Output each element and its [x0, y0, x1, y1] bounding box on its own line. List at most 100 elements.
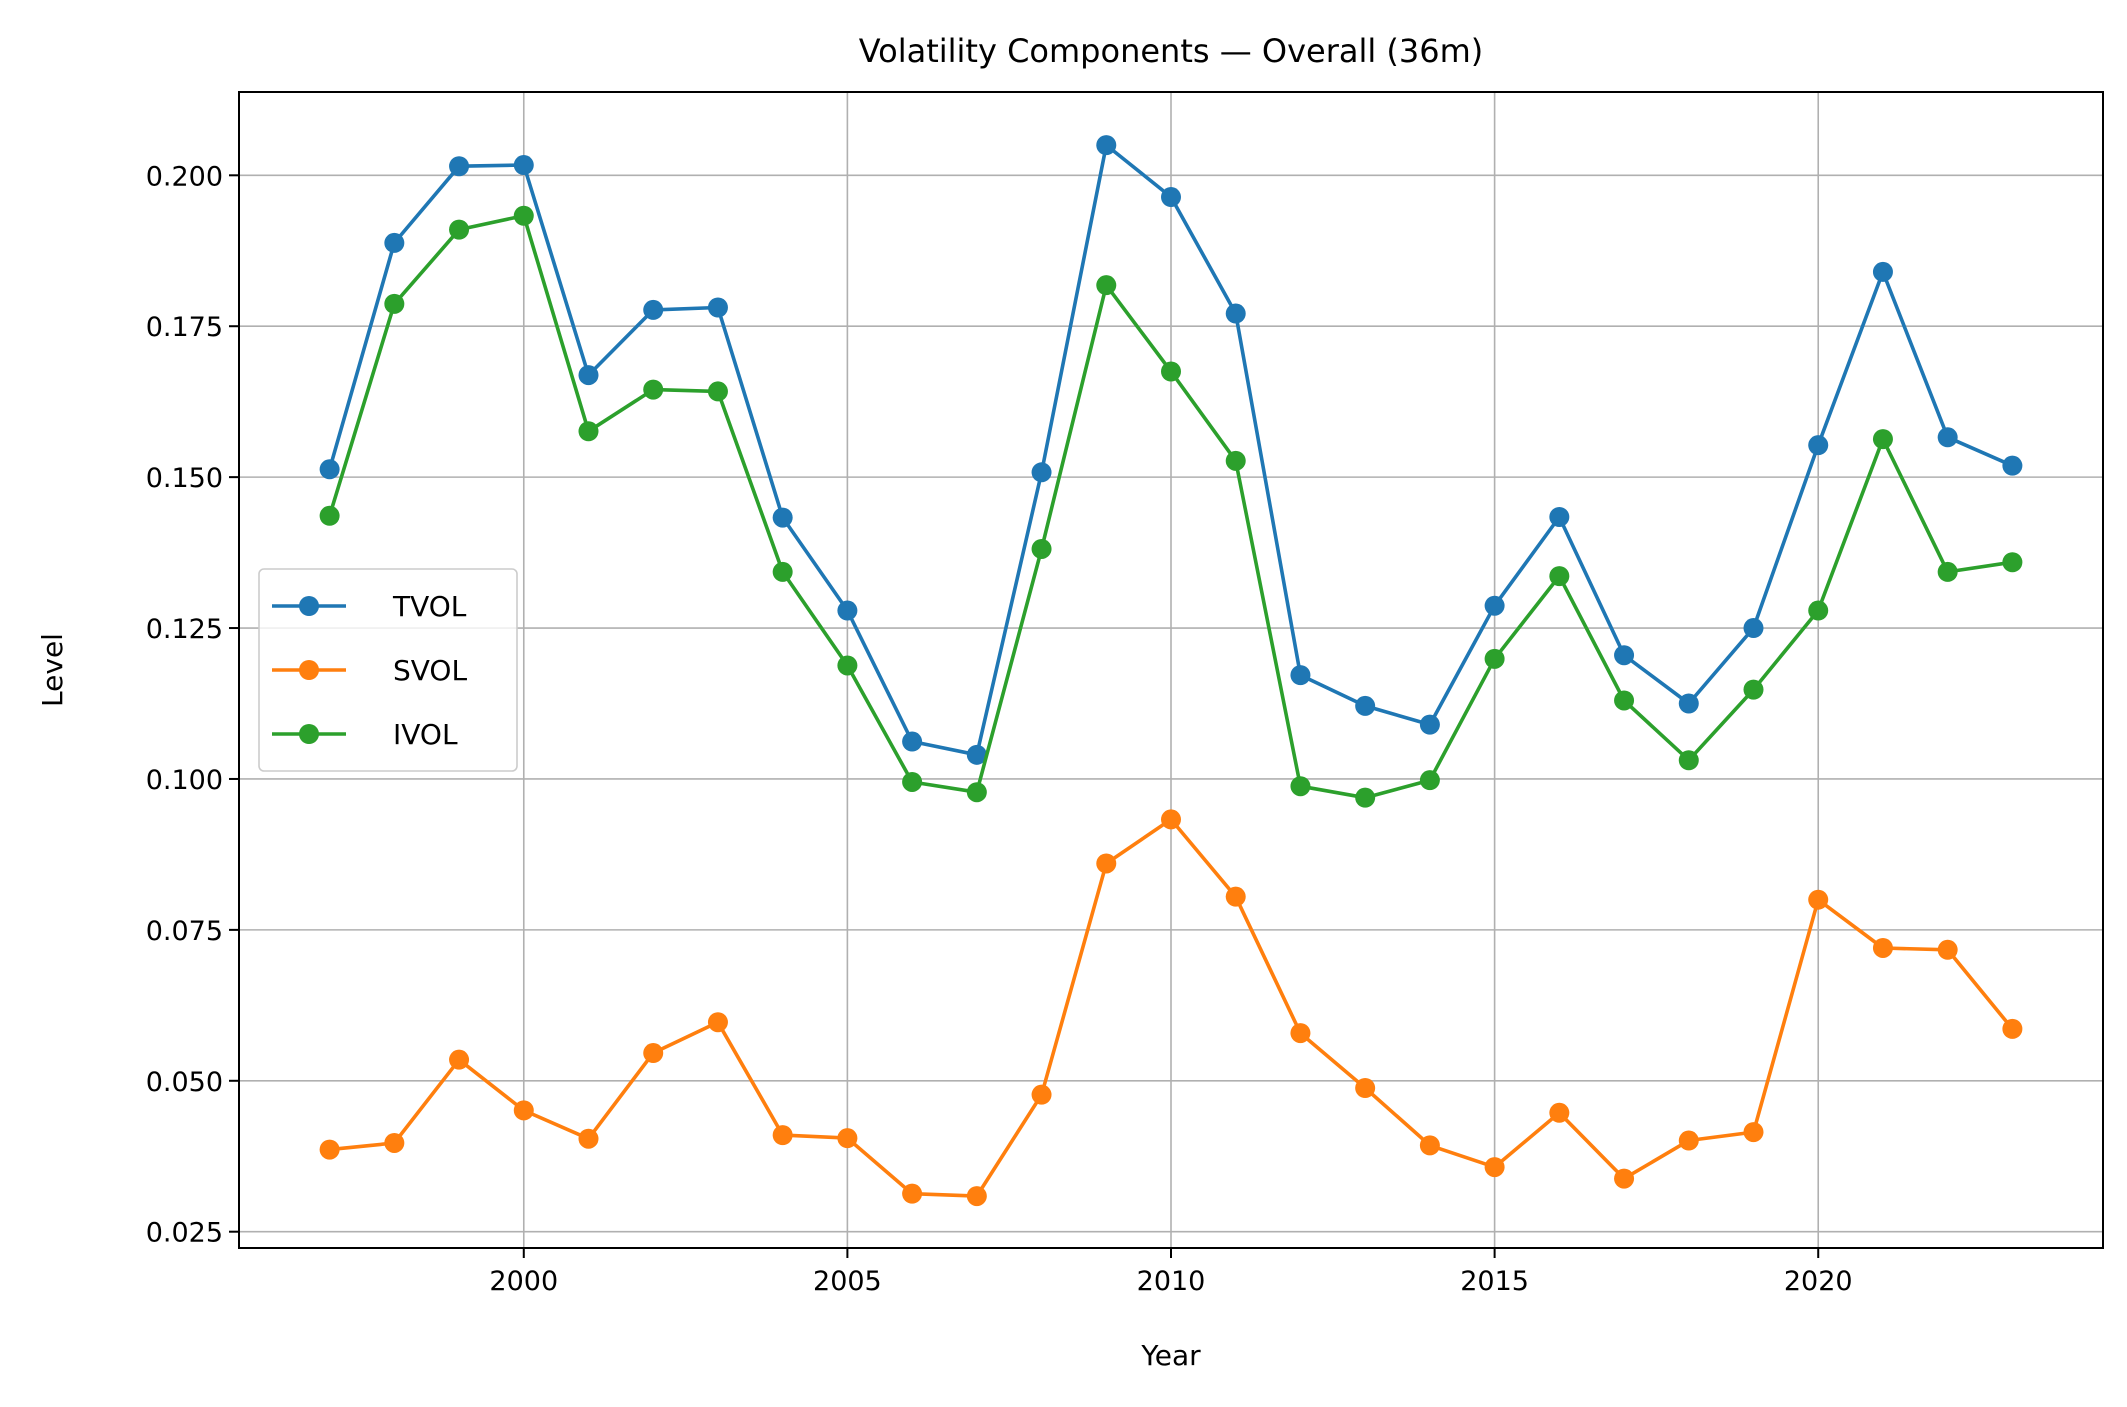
data-point-tvol — [1225, 303, 1246, 324]
data-point-ivol — [1096, 275, 1117, 296]
x-tick-label: 2000 — [489, 1266, 558, 1297]
data-point-tvol — [513, 155, 534, 176]
data-point-svol — [1161, 809, 1181, 830]
x-tick-label: 2015 — [1460, 1266, 1529, 1297]
data-point-ivol — [1872, 429, 1893, 450]
series-svol — [319, 809, 2023, 1207]
x-tick-label: 2005 — [813, 1266, 882, 1297]
data-point-svol — [513, 1100, 534, 1121]
data-point-tvol — [1937, 427, 1958, 448]
data-point-tvol — [1678, 693, 1699, 714]
data-point-tvol — [1484, 595, 1505, 616]
data-point-tvol — [1743, 618, 1764, 639]
y-tick-label: 0.025 — [146, 1218, 223, 1249]
data-point-ivol — [643, 379, 664, 400]
y-tick-label: 0.050 — [146, 1067, 223, 1098]
data-point-ivol — [1808, 600, 1829, 621]
data-point-tvol — [1031, 462, 1052, 483]
data-point-svol — [319, 1139, 340, 1160]
legend-marker-ivol — [299, 724, 319, 744]
legend-marker-tvol — [299, 596, 319, 616]
y-tick-label: 0.125 — [146, 614, 223, 645]
data-point-svol — [1937, 939, 1958, 960]
data-point-svol — [578, 1128, 599, 1149]
y-tick-label: 0.175 — [146, 312, 223, 343]
y-tick-label: 0.075 — [146, 916, 223, 947]
data-point-ivol — [1678, 750, 1699, 771]
data-point-svol — [1484, 1157, 1505, 1178]
x-tick-label: 2010 — [1137, 1266, 1206, 1297]
data-point-svol — [1743, 1122, 1764, 1143]
data-point-svol — [1031, 1084, 1052, 1105]
y-axis-label: Level — [36, 633, 69, 707]
data-point-ivol — [772, 561, 793, 582]
data-point-ivol — [449, 219, 470, 240]
data-point-tvol — [1808, 435, 1829, 456]
x-axis-label: Year — [1140, 1339, 1201, 1372]
data-point-ivol — [2002, 552, 2023, 573]
legend-label-tvol: TVOL — [392, 590, 467, 623]
legend-box — [258, 568, 518, 772]
data-point-svol — [1419, 1135, 1440, 1156]
data-point-ivol — [707, 381, 728, 402]
data-point-svol — [707, 1012, 728, 1033]
data-point-ivol — [1937, 561, 1958, 582]
data-point-ivol — [513, 205, 534, 226]
legend: TVOL SVOL IVOL — [258, 568, 518, 772]
data-point-tvol — [772, 507, 793, 528]
series-layer — [319, 135, 2023, 1207]
series-ivol — [319, 205, 2023, 808]
data-point-svol — [643, 1043, 664, 1064]
data-point-ivol — [966, 782, 987, 803]
data-point-tvol — [1096, 135, 1117, 156]
data-point-svol — [837, 1128, 858, 1149]
legend-label-ivol: IVOL — [393, 718, 458, 751]
data-point-svol — [902, 1183, 923, 1204]
data-point-tvol — [1549, 506, 1570, 527]
data-point-ivol — [1225, 450, 1246, 471]
data-point-svol — [1549, 1102, 1570, 1123]
data-point-svol — [1678, 1130, 1699, 1151]
data-point-ivol — [902, 771, 923, 792]
data-point-svol — [1096, 853, 1117, 874]
y-tick-label: 0.150 — [146, 463, 223, 494]
data-point-tvol — [1290, 665, 1311, 686]
data-point-tvol — [2002, 455, 2023, 476]
data-point-ivol — [1614, 690, 1635, 711]
data-point-tvol — [578, 365, 599, 386]
data-point-svol — [1808, 889, 1829, 910]
data-point-ivol — [1290, 776, 1311, 797]
data-point-tvol — [837, 600, 858, 621]
data-point-svol — [2002, 1018, 2023, 1039]
data-point-tvol — [319, 459, 340, 480]
data-point-svol — [772, 1125, 793, 1146]
ticks: 2000 2005 2010 2015 2020 0.025 0.050 0.075 0.100… — [146, 161, 1853, 1297]
legend-label-svol: SVOL — [393, 654, 467, 687]
data-point-tvol — [902, 731, 923, 752]
data-point-ivol — [578, 421, 599, 442]
data-point-tvol — [449, 156, 470, 177]
data-point-svol — [1355, 1078, 1376, 1099]
legend-marker-svol — [299, 660, 319, 680]
data-point-ivol — [1355, 787, 1376, 808]
data-point-ivol — [1161, 361, 1181, 382]
x-tick-label: 2020 — [1784, 1266, 1853, 1297]
data-point-ivol — [1549, 566, 1570, 587]
data-point-svol — [1614, 1168, 1635, 1189]
data-point-svol — [1225, 886, 1246, 907]
data-point-svol — [384, 1132, 405, 1153]
data-point-ivol — [1031, 538, 1052, 559]
data-point-tvol — [1614, 645, 1635, 666]
y-tick-label: 0.100 — [146, 765, 223, 796]
data-point-tvol — [966, 744, 987, 765]
data-point-svol — [449, 1049, 470, 1070]
data-point-tvol — [1872, 261, 1893, 282]
grid — [239, 92, 2103, 1248]
data-point-ivol — [319, 505, 340, 526]
series-tvol — [319, 135, 2023, 765]
data-point-ivol — [384, 293, 405, 314]
data-point-tvol — [1419, 714, 1440, 735]
data-point-tvol — [1161, 187, 1181, 208]
data-point-tvol — [643, 299, 664, 320]
